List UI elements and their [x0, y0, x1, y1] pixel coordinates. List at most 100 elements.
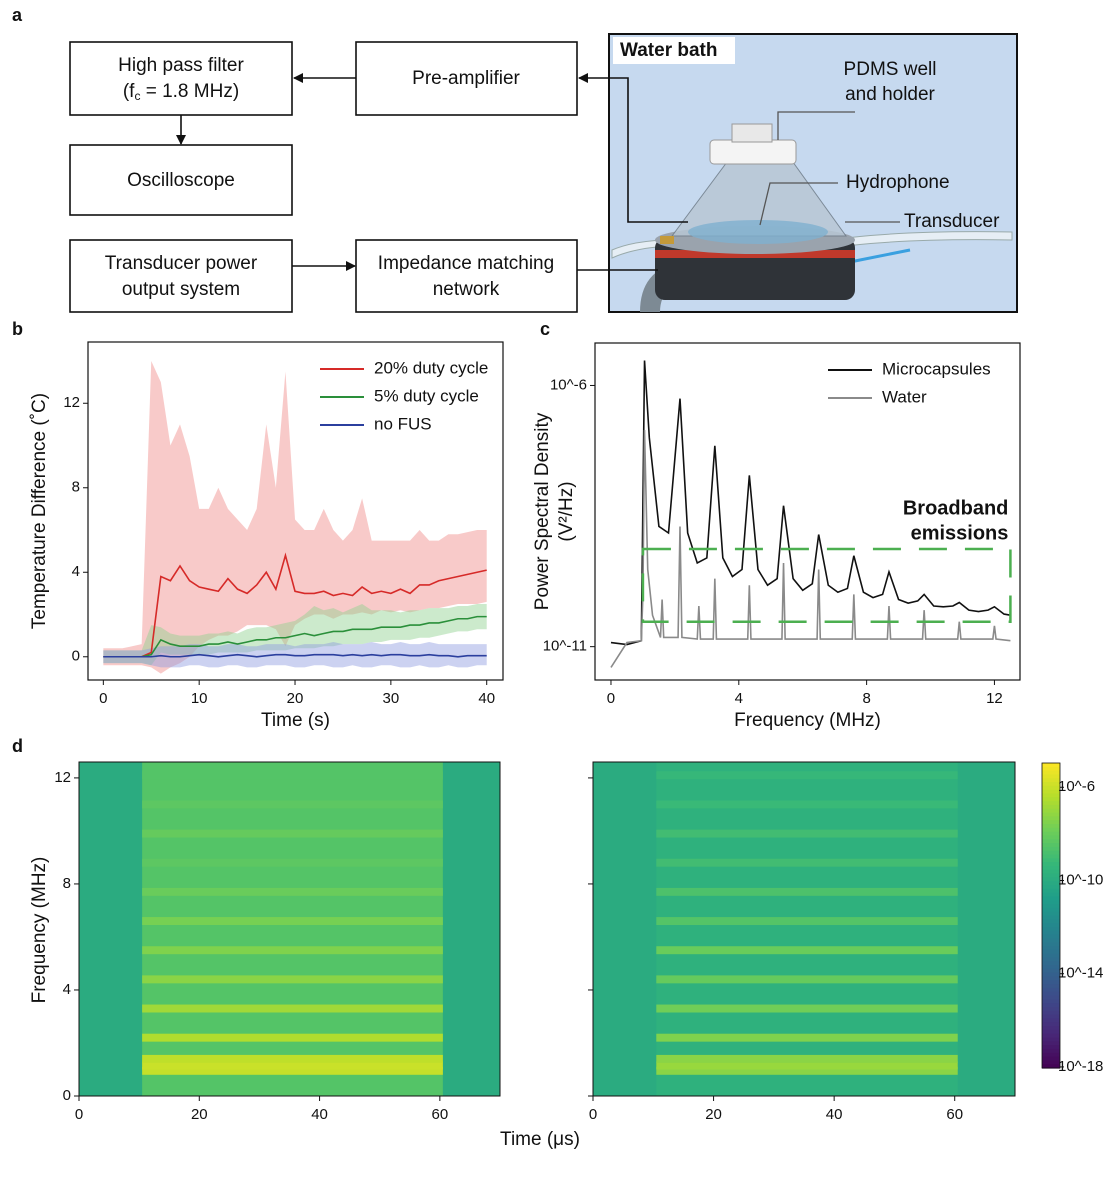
colorbar-cell — [1042, 1060, 1060, 1065]
heatmap-band — [142, 975, 443, 984]
colorbar-cell — [1042, 785, 1060, 791]
colorbar-cell — [1042, 946, 1060, 951]
legend-label: no FUS — [374, 414, 432, 433]
colorbar-cell — [1042, 957, 1060, 962]
colorbar-cell — [1042, 1029, 1060, 1035]
colorbar-cell — [1042, 885, 1060, 890]
colorbar-cell — [1042, 812, 1060, 817]
diagram-box — [355, 239, 578, 313]
colorbar-cell — [1042, 938, 1060, 943]
photo-title-box — [613, 37, 735, 64]
x-tick-label: 20 — [287, 690, 304, 707]
colorbar-cell — [1042, 766, 1060, 772]
x-axis-label: Frequency (MHz) — [734, 710, 881, 731]
x-tick-label: 60 — [946, 1106, 963, 1123]
plot-area — [610, 360, 1011, 668]
photo-title: Water bath — [620, 40, 717, 61]
series-line — [610, 430, 1011, 668]
colorbar-tick-label: 10^-6 — [1058, 778, 1095, 795]
colorbar-cell — [1042, 824, 1060, 829]
heatmap-band — [656, 1061, 958, 1070]
diagram-box — [69, 41, 293, 116]
box-formula: (fc = 1.8 MHz) — [123, 81, 239, 103]
heatmap-band — [656, 887, 958, 896]
series-line — [103, 552, 487, 658]
colorbar-cell — [1042, 999, 1060, 1004]
colorbar-cell — [1042, 835, 1060, 840]
formula-part: (f — [123, 81, 135, 102]
heatmap-band — [142, 858, 443, 867]
diagram-box — [69, 239, 293, 313]
error-band — [103, 603, 487, 666]
heatmap-band — [656, 800, 958, 809]
colorbar-cell — [1042, 972, 1060, 978]
colorbar-cell — [1042, 896, 1060, 901]
photo-label: Hydrophone — [846, 172, 950, 193]
heatmap-band — [656, 771, 958, 780]
heatmap-band — [142, 1061, 443, 1070]
heatmap-band — [656, 917, 958, 926]
y-tick-label: 8 — [63, 875, 71, 892]
photo-label: and holder — [845, 84, 935, 105]
x-tick-label: 0 — [589, 1106, 597, 1123]
colorbar-cell — [1042, 968, 1060, 974]
colorbar-cell — [1042, 869, 1060, 875]
heatmap-band — [142, 1066, 443, 1075]
panel-label: d — [12, 736, 23, 756]
colorbar-cell — [1042, 919, 1060, 924]
x-tick-label: 30 — [383, 690, 400, 707]
y-tick-label: 12 — [54, 769, 71, 786]
annotation-text: emissions — [911, 522, 1009, 544]
y-axis-label: Temperature Difference (˚C) — [29, 393, 50, 629]
y-tick-label: 10^-11 — [543, 638, 587, 655]
annotation-text: Broadband — [903, 497, 1009, 519]
heatmap-pulse — [142, 762, 443, 1096]
colorbar-cell — [1042, 850, 1060, 856]
series-line — [103, 615, 487, 658]
colorbar-cell — [1042, 995, 1060, 1000]
colorbar-cell — [1042, 1022, 1060, 1027]
colorbar-cell — [1042, 1010, 1060, 1016]
pdms-well — [731, 123, 773, 143]
heatmap-band — [142, 1054, 443, 1063]
panel-label: c — [540, 319, 550, 339]
colorbar-cell — [1042, 808, 1060, 814]
y-tick-label: 12 — [63, 394, 80, 411]
heatmap-band — [656, 1066, 958, 1075]
heatmap-pulse — [656, 762, 958, 1096]
legend-label: 5% duty cycle — [374, 386, 479, 405]
series-line — [103, 653, 487, 658]
box-label: Transducer power — [105, 253, 258, 274]
colorbar-cell — [1042, 782, 1060, 787]
colorbar-cell — [1042, 926, 1060, 932]
box-label: network — [433, 279, 500, 300]
colorbar-cell — [1042, 797, 1060, 802]
colorbar-cell — [1042, 991, 1060, 997]
error-band — [103, 641, 487, 668]
x-tick-label: 10 — [191, 690, 208, 707]
box-label: output system — [122, 279, 240, 300]
y-tick-label: 0 — [72, 648, 80, 665]
colorbar-cell — [1042, 1045, 1060, 1050]
colorbar-cell — [1042, 801, 1060, 806]
colorbar-cell — [1042, 865, 1060, 871]
panel-label: b — [12, 319, 23, 339]
colorbar-cell — [1042, 984, 1060, 989]
arrow — [578, 73, 688, 223]
y-tick-label: 10^-6 — [550, 376, 587, 393]
heatmap-band — [656, 1033, 958, 1042]
heatmap-band — [142, 829, 443, 838]
box-label: Impedance matching — [378, 253, 554, 274]
colorbar-cell — [1042, 976, 1060, 981]
colorbar-cell — [1042, 1033, 1060, 1039]
cable — [849, 248, 911, 264]
colorbar-cell — [1042, 1007, 1060, 1012]
colorbar-cell — [1042, 778, 1060, 783]
colorbar-cell — [1042, 1064, 1060, 1069]
x-tick-label: 40 — [311, 1106, 328, 1123]
colorbar-cell — [1042, 911, 1060, 917]
colorbar-cell — [1042, 900, 1060, 905]
colorbar-cell — [1042, 1052, 1060, 1058]
heatmap-band — [142, 946, 443, 955]
